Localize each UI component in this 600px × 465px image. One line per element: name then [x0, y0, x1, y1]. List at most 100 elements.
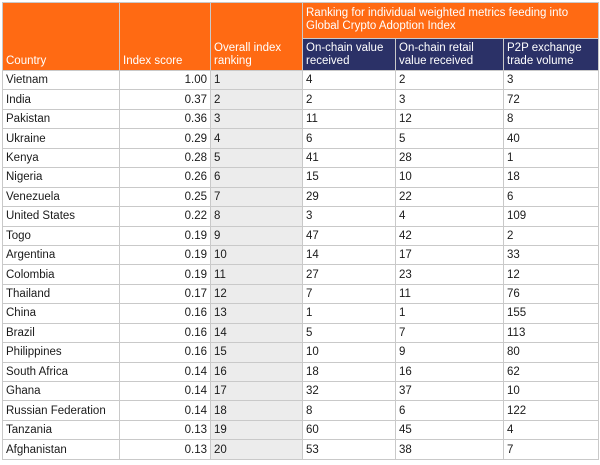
cell-overall-ranking: 15	[210, 342, 303, 363]
cell-country: Nigeria	[2, 167, 120, 188]
cell-index-score: 0.36	[119, 108, 211, 130]
cell-p2p-volume: 4	[502, 419, 600, 441]
table-row: China 0.16 13 1 1 155	[2, 303, 600, 324]
cell-p2p-volume: 6	[502, 186, 600, 208]
cell-country: Ghana	[2, 380, 120, 402]
cell-overall-ranking: 10	[210, 244, 303, 266]
table-row: Brazil 0.16 14 5 7 113	[2, 322, 600, 344]
cell-onchain-retail: 37	[395, 380, 504, 402]
cell-country: Togo	[2, 225, 120, 246]
cell-index-score: 0.19	[119, 225, 211, 246]
cell-onchain-value: 11	[302, 108, 396, 130]
table-row: Ghana 0.14 17 32 37 10	[2, 380, 600, 402]
cell-index-score: 0.25	[119, 186, 211, 208]
cell-overall-ranking: 6	[210, 167, 303, 188]
cell-onchain-retail: 7	[395, 322, 504, 344]
cell-onchain-retail: 17	[395, 244, 504, 266]
cell-p2p-volume: 10	[502, 380, 600, 402]
table-row: Colombia 0.19 11 27 23 12	[2, 264, 600, 285]
cell-overall-ranking: 12	[210, 283, 303, 305]
cell-country: Kenya	[2, 147, 120, 169]
header-onchain-retail: On-chain retail value received	[395, 38, 504, 71]
table-row: Venezuela 0.25 7 29 22 6	[2, 186, 600, 208]
cell-p2p-volume: 40	[502, 128, 600, 149]
cell-onchain-retail: 2	[395, 69, 504, 91]
cell-p2p-volume: 1	[502, 147, 600, 169]
cell-onchain-value: 47	[302, 225, 396, 246]
cell-country: India	[2, 89, 120, 110]
cell-country: Brazil	[2, 322, 120, 344]
cell-index-score: 0.28	[119, 147, 211, 169]
cell-p2p-volume: 3	[502, 69, 600, 91]
cell-overall-ranking: 8	[210, 206, 303, 227]
table-row: Togo 0.19 9 47 42 2	[2, 225, 600, 246]
cell-country: Vietnam	[2, 69, 120, 91]
cell-onchain-value: 29	[302, 186, 396, 208]
cell-country: Argentina	[2, 244, 120, 266]
cell-onchain-retail: 45	[395, 419, 504, 441]
table-row: United States 0.22 8 3 4 109	[2, 206, 600, 227]
cell-onchain-retail: 4	[395, 206, 504, 227]
cell-overall-ranking: 4	[210, 128, 303, 149]
cell-onchain-value: 4	[302, 69, 396, 91]
cell-onchain-value: 8	[302, 400, 396, 421]
cell-overall-ranking: 14	[210, 322, 303, 344]
cell-country: United States	[2, 206, 120, 227]
header-p2p-volume: P2P exchange trade volume	[502, 38, 600, 71]
cell-onchain-retail: 1	[395, 303, 504, 324]
table-row: Vietnam 1.00 1 4 2 3	[2, 69, 600, 91]
cell-overall-ranking: 1	[210, 69, 303, 91]
table-row: India 0.37 2 2 3 72	[2, 89, 600, 110]
cell-overall-ranking: 3	[210, 108, 303, 130]
cell-index-score: 0.16	[119, 303, 211, 324]
cell-country: Colombia	[2, 264, 120, 285]
table-row: Ukraine 0.29 4 6 5 40	[2, 128, 600, 149]
table-row: Russian Federation 0.14 18 8 6 122	[2, 400, 600, 421]
table-row: Philippines 0.16 15 10 9 80	[2, 342, 600, 363]
table-row: Tanzania 0.13 19 60 45 4	[2, 419, 600, 441]
header-row-sub: On-chain value received On-chain retail …	[3, 38, 600, 71]
cell-country: Ukraine	[2, 128, 120, 149]
cell-index-score: 0.14	[119, 400, 211, 421]
header-country: Country	[2, 2, 120, 71]
table-row: South Africa 0.14 16 18 16 62	[2, 361, 600, 383]
cell-onchain-value: 32	[302, 380, 396, 402]
cell-overall-ranking: 13	[210, 303, 303, 324]
cell-onchain-retail: 28	[395, 147, 504, 169]
cell-index-score: 0.29	[119, 128, 211, 149]
table-row: Nigeria 0.26 6 15 10 18	[2, 167, 600, 188]
cell-onchain-retail: 23	[395, 264, 504, 285]
cell-onchain-retail: 38	[395, 439, 504, 460]
cell-p2p-volume: 8	[502, 108, 600, 130]
cell-country: Venezuela	[2, 186, 120, 208]
cell-onchain-value: 53	[302, 439, 396, 460]
cell-onchain-value: 6	[302, 128, 396, 149]
cell-onchain-value: 14	[302, 244, 396, 266]
table-header: Country Index score Overall index rankin…	[2, 2, 600, 71]
table-row: Argentina 0.19 10 14 17 33	[2, 244, 600, 266]
cell-country: South Africa	[2, 361, 120, 383]
cell-index-score: 0.14	[119, 380, 211, 402]
cell-index-score: 0.22	[119, 206, 211, 227]
cell-onchain-retail: 42	[395, 225, 504, 246]
cell-country: Russian Federation	[2, 400, 120, 421]
cell-p2p-volume: 80	[502, 342, 600, 363]
table-row: Afghanistan 0.13 20 53 38 7	[2, 439, 600, 460]
cell-onchain-value: 5	[302, 322, 396, 344]
cell-country: Thailand	[2, 283, 120, 305]
cell-onchain-retail: 11	[395, 283, 504, 305]
cell-p2p-volume: 72	[502, 89, 600, 110]
cell-index-score: 1.00	[119, 69, 211, 91]
cell-country: Philippines	[2, 342, 120, 363]
cell-overall-ranking: 16	[210, 361, 303, 383]
cell-p2p-volume: 7	[502, 439, 600, 460]
cell-index-score: 0.16	[119, 342, 211, 363]
cell-onchain-retail: 9	[395, 342, 504, 363]
cell-index-score: 0.19	[119, 264, 211, 285]
cell-onchain-retail: 10	[395, 167, 504, 188]
cell-onchain-value: 2	[302, 89, 396, 110]
cell-onchain-retail: 16	[395, 361, 504, 383]
cell-p2p-volume: 12	[502, 264, 600, 285]
cell-onchain-value: 60	[302, 419, 396, 441]
